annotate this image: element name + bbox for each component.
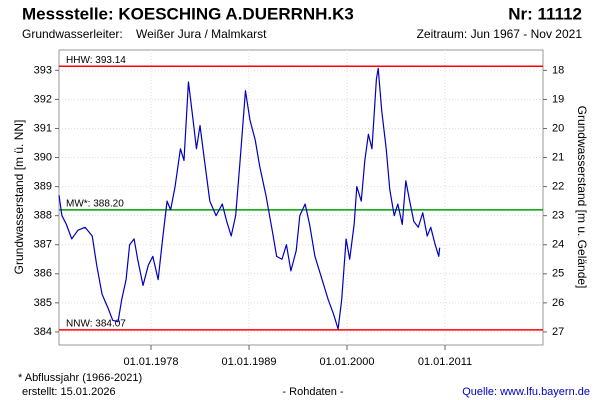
y2-tick-label: 19: [552, 93, 564, 105]
chart-title: Messstelle: KOESCHING A.DUERRNH.K3: [22, 4, 354, 23]
y-tick-label: 393: [34, 64, 52, 76]
y2-tick-label: 25: [552, 268, 564, 280]
source: Quelle: www.lfu.bayern.de: [462, 386, 590, 398]
y2-axis-label: Grundwasserstand [m u. Gelände]: [575, 106, 589, 289]
y2-tick-label: 23: [552, 210, 564, 222]
y2-tick-label: 21: [552, 151, 564, 163]
y-tick-label: 386: [34, 268, 52, 280]
reference-label: NNW: 384.07: [66, 319, 126, 330]
y-tick-label: 384: [34, 326, 52, 338]
station-number: Nr: 11112: [508, 4, 582, 23]
footnote: * Abflussjahr (1966-2021): [18, 372, 142, 384]
data-note: - Rohdaten -: [282, 386, 343, 398]
y2-tick-label: 22: [552, 181, 564, 193]
y-tick-label: 390: [34, 151, 52, 163]
aquifer: Weißer Jura / Malmkarst: [136, 27, 267, 41]
y2-tick-label: 24: [552, 239, 564, 251]
x-tick-label: 01.01.1989: [221, 356, 276, 368]
y2-tick-label: 26: [552, 297, 564, 309]
aquifer-label: Grundwasserleiter:: [22, 27, 123, 41]
y-axis-label: Grundwasserstand [m ü. NN]: [12, 120, 26, 275]
y2-tick-label: 20: [552, 122, 564, 134]
reference-label: MW*: 388.20: [66, 198, 124, 209]
y-tick-label: 389: [34, 181, 52, 193]
y2-tick-label: 18: [552, 64, 564, 76]
y2-tick-label: 27: [552, 326, 564, 338]
reference-label: HHW: 393.14: [66, 55, 126, 66]
y-tick-label: 388: [34, 210, 52, 222]
x-tick-label: 01.01.1978: [123, 356, 178, 368]
created-date: erstellt: 15.01.2026: [22, 386, 116, 398]
data-line: [58, 67, 441, 330]
y-tick-label: 391: [34, 122, 52, 134]
x-tick-label: 01.01.2000: [319, 356, 374, 368]
y-tick-label: 387: [34, 239, 52, 251]
y-tick-label: 392: [34, 93, 52, 105]
x-tick-label: 01.01.2011: [418, 356, 472, 368]
y-tick-label: 385: [34, 297, 52, 309]
period: Zeitraum: Jun 1967 - Nov 2021: [417, 27, 583, 41]
plot-area: [58, 49, 544, 346]
